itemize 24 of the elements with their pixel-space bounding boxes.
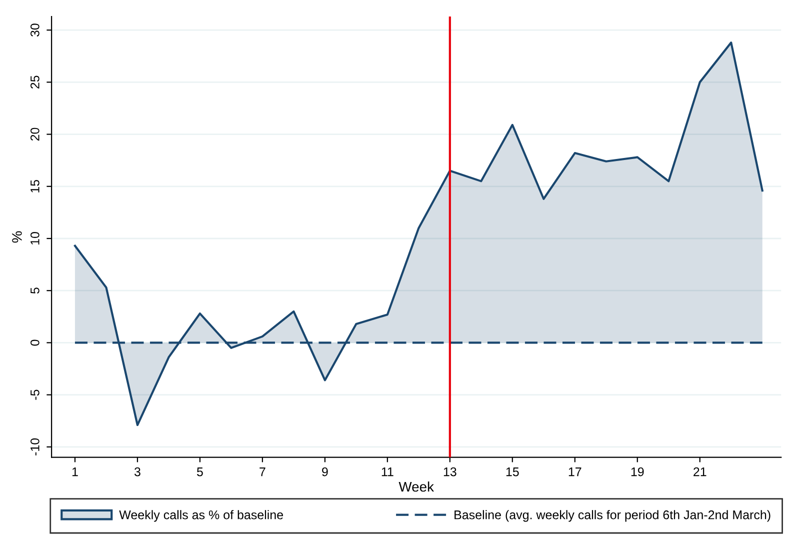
x-tick-label: 3 (134, 467, 140, 476)
y-tick-label: 10 (30, 232, 40, 244)
legend-label: Weekly calls as % of baseline (119, 510, 283, 522)
y-tick-label: 0 (30, 340, 40, 346)
x-tick-label: 13 (444, 467, 456, 476)
x-tick-label: 19 (631, 467, 644, 476)
x-tick-label: 7 (260, 468, 266, 476)
x-axis-title: Week (398, 481, 434, 492)
y-tick-label: -5 (30, 390, 40, 400)
y-tick-label: 15 (30, 180, 40, 192)
x-tick-label: 17 (568, 468, 582, 476)
x-tick-label: 15 (506, 468, 519, 476)
legend-label: Baseline (avg. weekly calls for period 6th Jan-2nd March) (454, 510, 770, 522)
x-tick-label: 21 (694, 467, 706, 476)
x-tick-label: 1 (72, 468, 78, 476)
y-axis-title: % (12, 231, 22, 243)
y-tick-label: -10 (30, 438, 40, 456)
y-tick-label: 30 (30, 24, 40, 37)
x-tick-label: 9 (322, 467, 328, 476)
y-tick-label: 5 (30, 288, 40, 294)
x-tick-label: 11 (382, 468, 394, 476)
y-tick-label: 20 (30, 128, 40, 141)
y-tick-label: 25 (30, 76, 40, 89)
x-tick-label: 5 (196, 468, 203, 476)
